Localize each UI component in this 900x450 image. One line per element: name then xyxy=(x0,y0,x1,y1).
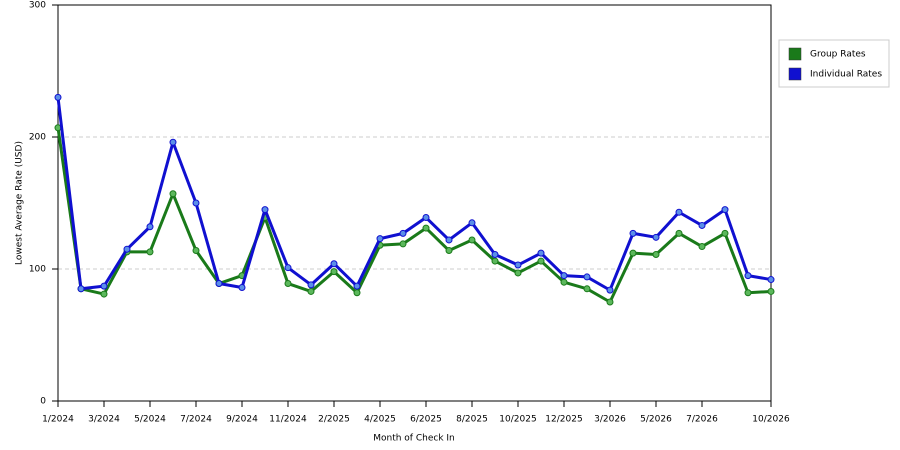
point xyxy=(675,208,683,216)
point xyxy=(491,250,499,258)
point xyxy=(583,285,591,293)
point xyxy=(675,229,683,237)
point xyxy=(629,229,637,237)
point xyxy=(284,264,292,272)
x-tick-label: 3/2026 xyxy=(594,415,626,425)
point xyxy=(491,257,499,265)
point xyxy=(261,206,269,214)
x-axis-label: Month of Check In xyxy=(373,434,455,444)
point xyxy=(652,233,660,241)
point xyxy=(767,276,775,284)
plot-frame xyxy=(57,4,772,402)
x-tick-label: 4/2025 xyxy=(364,415,396,425)
point xyxy=(468,236,476,244)
point xyxy=(721,229,729,237)
series-line xyxy=(56,127,772,304)
legend-label: Group Rates xyxy=(810,50,866,60)
point xyxy=(215,280,223,288)
point xyxy=(583,273,591,281)
point xyxy=(560,272,568,280)
point xyxy=(399,240,407,248)
point xyxy=(560,278,568,286)
point xyxy=(422,224,430,232)
point xyxy=(445,247,453,255)
point xyxy=(100,282,108,290)
x-tick-label: 1/2024 xyxy=(42,415,74,425)
point xyxy=(353,282,361,290)
x-tick-label: 9/2024 xyxy=(226,415,258,425)
point xyxy=(146,248,154,256)
point xyxy=(192,247,200,255)
y-tick-label: 200 xyxy=(29,133,46,143)
point xyxy=(376,235,384,243)
point xyxy=(468,219,476,227)
point xyxy=(606,298,614,306)
point xyxy=(445,236,453,244)
point xyxy=(606,286,614,294)
point xyxy=(744,272,752,280)
x-tick-label: 6/2025 xyxy=(410,415,442,425)
x-tick-label: 3/2024 xyxy=(88,415,120,425)
point xyxy=(54,93,62,101)
point xyxy=(100,290,108,298)
x-tick-label: 11/2024 xyxy=(269,415,307,425)
point xyxy=(422,214,430,222)
point xyxy=(307,281,315,289)
point xyxy=(629,249,637,257)
point xyxy=(330,260,338,268)
point xyxy=(399,229,407,237)
legend-swatch xyxy=(788,67,802,81)
x-tick-label: 8/2025 xyxy=(456,415,488,425)
point xyxy=(721,206,729,214)
point xyxy=(307,287,315,295)
point xyxy=(169,138,177,146)
point xyxy=(330,268,338,276)
point xyxy=(652,250,660,258)
point xyxy=(284,280,292,288)
point xyxy=(537,249,545,257)
point xyxy=(514,261,522,269)
legend-swatch xyxy=(788,47,802,61)
y-tick-label: 100 xyxy=(29,265,46,275)
x-tick-label: 7/2024 xyxy=(180,415,212,425)
x-tick-label: 5/2026 xyxy=(640,415,672,425)
point xyxy=(698,243,706,251)
point xyxy=(123,245,131,253)
y-axis-label: Lowest Average Rate (USD) xyxy=(15,141,25,265)
point xyxy=(744,289,752,297)
point xyxy=(146,223,154,231)
y-tick-label: 0 xyxy=(40,397,46,407)
x-tick-label: 2/2025 xyxy=(318,415,350,425)
point xyxy=(169,190,177,198)
series-line xyxy=(56,97,772,292)
point xyxy=(77,285,85,293)
x-tick-label: 5/2024 xyxy=(134,415,166,425)
legend-label: Individual Rates xyxy=(810,70,882,80)
point xyxy=(537,257,545,265)
point xyxy=(514,269,522,277)
point xyxy=(238,283,246,291)
x-tick-label: 7/2026 xyxy=(686,415,718,425)
x-tick-label: 12/2025 xyxy=(545,415,582,425)
y-tick-label: 300 xyxy=(29,1,46,11)
point xyxy=(698,221,706,229)
point xyxy=(353,289,361,297)
point xyxy=(767,287,775,295)
x-tick-label: 10/2025 xyxy=(499,415,536,425)
point xyxy=(192,199,200,207)
x-tick-label: 10/2026 xyxy=(752,415,790,425)
